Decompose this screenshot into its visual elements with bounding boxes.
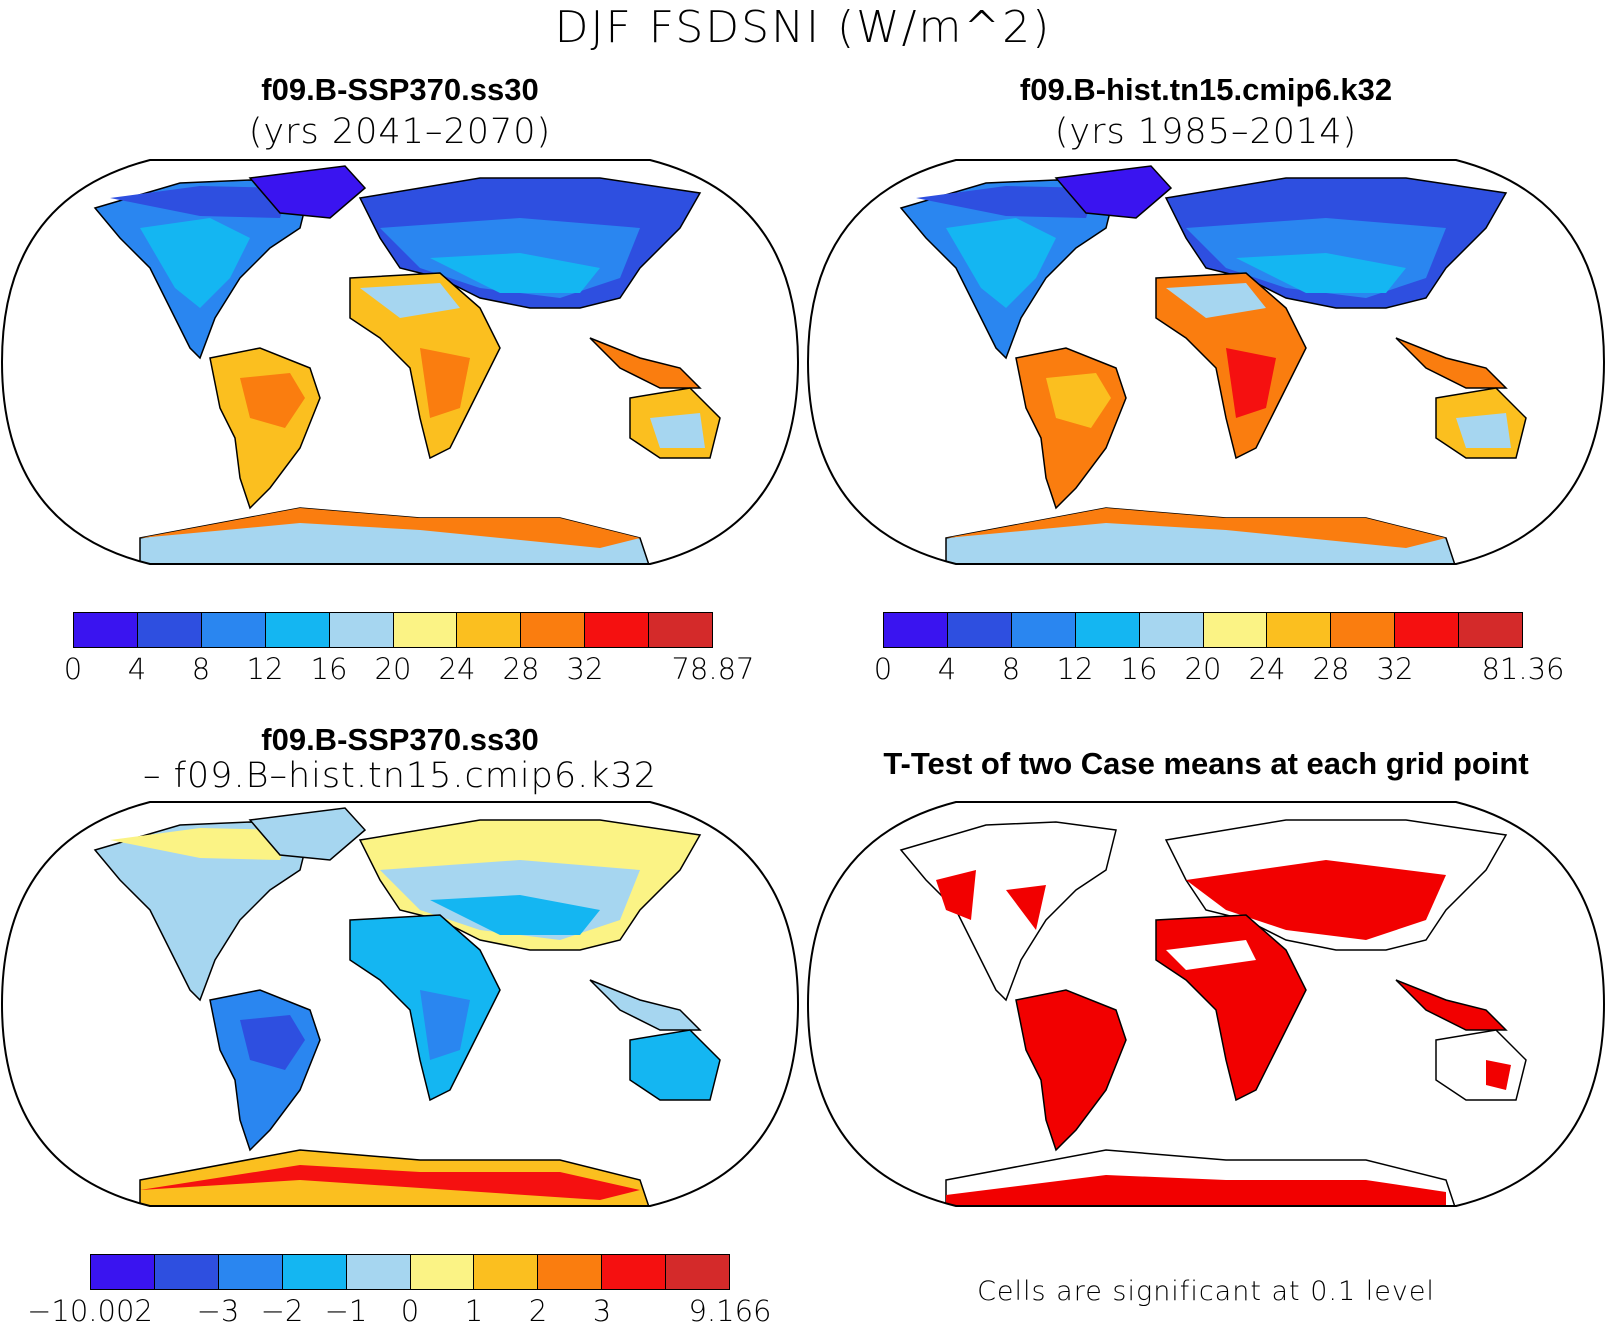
colorbar-swatch xyxy=(884,613,948,647)
greenland xyxy=(1054,165,1173,219)
colorbar-difference-labels: −10.002 −3 −2 −1 0 1 2 3 9.166 xyxy=(27,1294,771,1330)
panel2-case-title: f09.B-hist.tn15.cmip6.k32 xyxy=(1019,72,1393,107)
colorbar-swatch xyxy=(1011,613,1076,647)
colorbar-tick-label: 3 xyxy=(592,1294,612,1328)
colorbar-tick-label: 81.36 xyxy=(1481,652,1565,686)
colorbar-tick-label: 16 xyxy=(1120,652,1158,686)
colorbar-swatch xyxy=(585,613,650,647)
panel3-minus-title: – f09.B–hist.tn15.cmip6.k32 xyxy=(142,756,658,796)
colorbar-tick-label: 2 xyxy=(528,1294,548,1328)
colorbar-swatch xyxy=(137,613,202,647)
greenland xyxy=(248,165,367,219)
australia xyxy=(629,1029,721,1101)
colorbar-difference xyxy=(90,1254,730,1290)
colorbar-tick-label: 1 xyxy=(464,1294,484,1328)
map-panel-historical xyxy=(806,159,1606,565)
colorbar-tick-label: 16 xyxy=(310,652,348,686)
map-panel-ttest xyxy=(806,801,1606,1207)
colorbar-tick-label: −3 xyxy=(196,1294,240,1328)
colorbar-tick-label: 12 xyxy=(246,652,284,686)
map-border xyxy=(0,159,800,565)
colorbar-tick-label: 0 xyxy=(400,1294,420,1328)
panel1-years: (yrs 2041–2070) xyxy=(248,112,552,152)
colorbar-swatch xyxy=(91,1255,155,1289)
panel2-years: (yrs 1985–2014) xyxy=(1054,112,1358,152)
colorbar-tick-label: 8 xyxy=(1001,652,1021,686)
colorbar-future-labels: 0 4 8 12 16 20 24 28 32 78.87 xyxy=(64,652,755,688)
figure-title: DJF FSDSNI (W/m^2) xyxy=(554,2,1052,53)
colorbar-swatch xyxy=(329,613,394,647)
colorbar-swatch xyxy=(265,613,330,647)
significance-note: Cells are significant at 0.1 level xyxy=(977,1276,1435,1307)
colorbar-tick-label: 4 xyxy=(937,652,957,686)
colorbar-tick-label: 78.87 xyxy=(671,652,755,686)
colorbar-swatch xyxy=(1139,613,1204,647)
colorbar-swatch xyxy=(218,1255,283,1289)
colorbar-swatch xyxy=(1267,613,1332,647)
colorbar-swatch xyxy=(474,1255,539,1289)
se-asia xyxy=(1395,979,1508,1031)
colorbar-tick-label: −1 xyxy=(324,1294,368,1328)
colorbar-swatch xyxy=(1395,613,1460,647)
colorbar-historical-labels: 0 4 8 12 16 20 24 28 32 81.36 xyxy=(874,652,1565,688)
map-panel-future xyxy=(0,159,800,565)
colorbar-tick-label: 32 xyxy=(1376,652,1414,686)
colorbar-swatch xyxy=(201,613,266,647)
colorbar-swatch xyxy=(538,1255,603,1289)
colorbar-tick-label: 9.166 xyxy=(688,1294,772,1328)
colorbar-swatch xyxy=(649,613,713,647)
colorbar-swatch xyxy=(1075,613,1140,647)
greenland xyxy=(248,807,367,861)
colorbar-swatch xyxy=(602,1255,667,1289)
colorbar-swatch xyxy=(346,1255,411,1289)
colorbar-tick-label: 4 xyxy=(127,652,147,686)
map-panel-difference xyxy=(0,801,800,1207)
se-asia xyxy=(589,337,702,389)
colorbar-tick-label: 28 xyxy=(502,652,540,686)
panel1-case-title: f09.B-SSP370.ss30 xyxy=(261,72,539,107)
colorbar-tick-label: 8 xyxy=(191,652,211,686)
colorbar-swatch xyxy=(947,613,1012,647)
colorbar-tick-label: −2 xyxy=(260,1294,304,1328)
colorbar-swatch xyxy=(1331,613,1396,647)
colorbar-swatch xyxy=(1203,613,1268,647)
colorbar-historical xyxy=(883,612,1523,648)
colorbar-future xyxy=(73,612,713,648)
colorbar-tick-label: 24 xyxy=(1248,652,1286,686)
colorbar-swatch xyxy=(410,1255,475,1289)
colorbar-swatch xyxy=(393,613,458,647)
colorbar-tick-label: 20 xyxy=(374,652,412,686)
panel4-title: T-Test of two Case means at each grid po… xyxy=(883,746,1529,781)
colorbar-swatch xyxy=(521,613,586,647)
colorbar-tick-label: 12 xyxy=(1056,652,1094,686)
south-america xyxy=(1015,989,1127,1152)
colorbar-tick-label: 0 xyxy=(63,652,83,686)
colorbar-swatch xyxy=(74,613,138,647)
colorbar-tick-label: 24 xyxy=(438,652,476,686)
colorbar-swatch xyxy=(154,1255,219,1289)
colorbar-tick-label: 20 xyxy=(1184,652,1222,686)
colorbar-swatch xyxy=(1459,613,1523,647)
colorbar-tick-label: 32 xyxy=(566,652,604,686)
colorbar-swatch xyxy=(282,1255,347,1289)
se-asia xyxy=(589,979,702,1031)
north-america xyxy=(899,821,1117,1002)
se-asia xyxy=(1395,337,1508,389)
colorbar-swatch xyxy=(666,1255,730,1289)
colorbar-tick-label: −10.002 xyxy=(27,1294,153,1328)
colorbar-tick-label: 28 xyxy=(1312,652,1350,686)
colorbar-tick-label: 0 xyxy=(873,652,893,686)
colorbar-swatch xyxy=(457,613,522,647)
panel3-case-title: f09.B-SSP370.ss30 xyxy=(261,722,539,757)
